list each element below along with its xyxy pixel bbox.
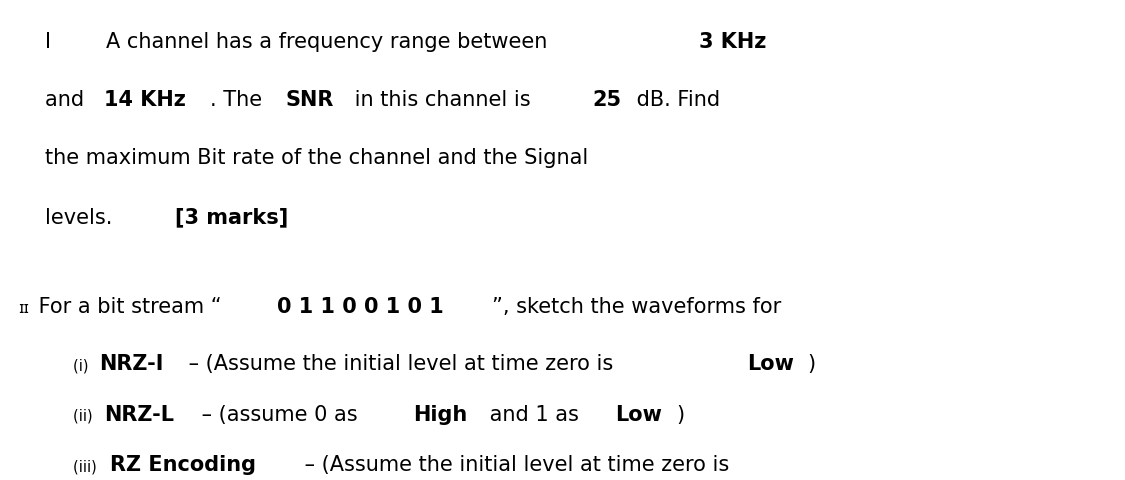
Text: in this channel is: in this channel is [348, 90, 537, 109]
Text: Low: Low [615, 404, 663, 424]
Text: dB. Find: dB. Find [630, 90, 720, 109]
Text: 25: 25 [592, 90, 621, 109]
Text: ɪɪ: ɪɪ [18, 300, 29, 315]
Text: 3 KHz: 3 KHz [700, 32, 766, 52]
Text: [3 marks]: [3 marks] [174, 207, 288, 227]
Text: – (Assume the initial level at time zero is: – (Assume the initial level at time zero… [182, 354, 620, 373]
Text: . The: . The [209, 90, 269, 109]
Text: (ii): (ii) [73, 408, 98, 423]
Text: (i): (i) [73, 358, 93, 372]
Text: – (Assume the initial level at time zero is: – (Assume the initial level at time zero… [298, 455, 729, 474]
Text: (iii): (iii) [73, 458, 101, 473]
Text: RZ Encoding: RZ Encoding [110, 455, 255, 474]
Text: ”, sketch the waveforms for: ”, sketch the waveforms for [492, 296, 781, 316]
Text: ): ) [676, 404, 684, 424]
Text: the maximum Bit rate of the channel and the Signal: the maximum Bit rate of the channel and … [45, 147, 588, 167]
Text: I: I [45, 32, 51, 52]
Text: levels.: levels. [45, 207, 145, 227]
Text: SNR: SNR [286, 90, 334, 109]
Text: NRZ-I: NRZ-I [99, 354, 163, 373]
Text: Low: Low [747, 354, 794, 373]
Text: ): ) [808, 354, 816, 373]
Text: High: High [413, 404, 467, 424]
Text: and: and [45, 90, 91, 109]
Text: 14 KHz: 14 KHz [104, 90, 186, 109]
Text: and 1 as: and 1 as [483, 404, 586, 424]
Text: NRZ-L: NRZ-L [105, 404, 174, 424]
Text: A channel has a frequency range between: A channel has a frequency range between [53, 32, 554, 52]
Text: 0 1 1 0 0 1 0 1: 0 1 1 0 0 1 0 1 [277, 296, 443, 316]
Text: – (assume 0 as: – (assume 0 as [195, 404, 364, 424]
Text: For a bit stream “: For a bit stream “ [33, 296, 222, 316]
